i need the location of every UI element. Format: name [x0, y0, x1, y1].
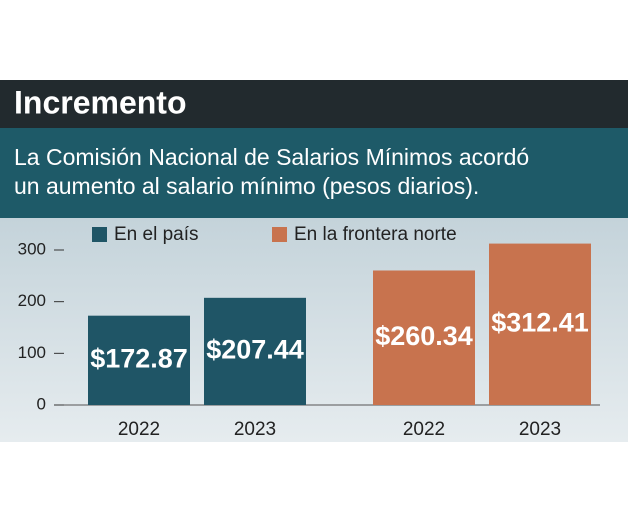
- legend-swatch: [272, 227, 287, 242]
- subtitle: La Comisión Nacional de Salarios Mínimos…: [14, 144, 529, 170]
- y-tick-label: 200: [18, 291, 46, 310]
- bar: [373, 270, 475, 405]
- bar: [489, 243, 591, 405]
- bar: [88, 315, 190, 405]
- y-tick-label: 100: [18, 343, 46, 362]
- title-band: [0, 80, 628, 128]
- legend-label: En la frontera norte: [294, 224, 457, 245]
- subtitle: un aumento al salario mínimo (pesos diar…: [14, 173, 479, 199]
- value-label: $312.41: [491, 307, 589, 337]
- value-label: $172.87: [90, 343, 188, 373]
- x-tick-label: 2023: [234, 419, 276, 440]
- value-label: $260.34: [375, 321, 473, 351]
- subtitle-band: [0, 128, 628, 218]
- value-label: $207.44: [206, 335, 304, 365]
- x-tick-label: 2022: [118, 419, 160, 440]
- y-tick-label: 300: [18, 239, 46, 258]
- legend-label: En el país: [114, 224, 199, 245]
- x-tick-label: 2023: [519, 419, 561, 440]
- bar: [204, 297, 306, 405]
- legend-swatch: [92, 227, 107, 242]
- chart-title: Incremento: [14, 84, 186, 120]
- y-tick-label: 0: [37, 394, 46, 413]
- x-tick-label: 2022: [403, 419, 445, 440]
